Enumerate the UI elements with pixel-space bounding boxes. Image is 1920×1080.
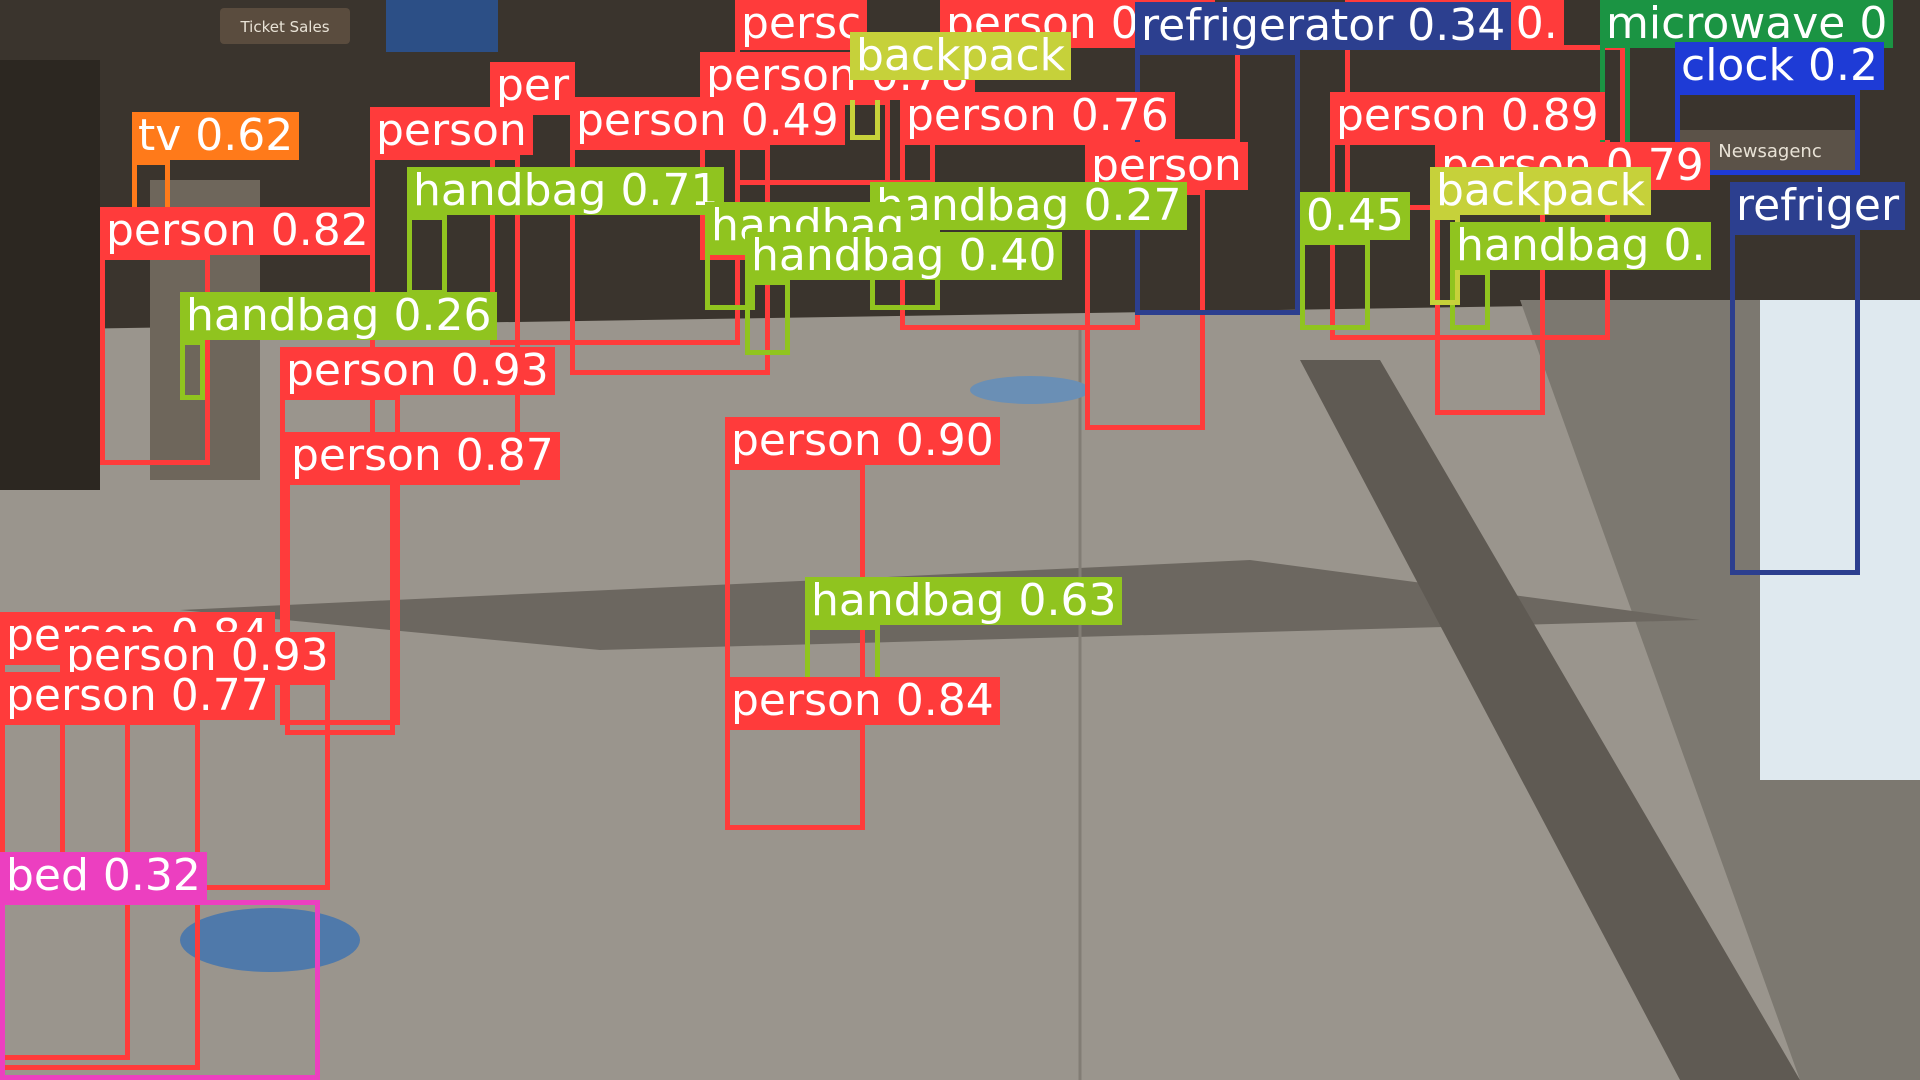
detection-label-person: person 0.93 <box>60 632 335 680</box>
newsagency-sign <box>1680 130 1860 170</box>
detection-label-person: person 0.89 <box>1330 92 1605 140</box>
detection-label-handbag: handbag 0. <box>1450 222 1712 270</box>
detection-box-handbag <box>180 340 205 400</box>
detection-box-clock <box>1675 90 1860 175</box>
detection-label-person: persc <box>735 0 868 48</box>
detection-label-clock: clock 0.2 <box>1675 42 1884 90</box>
detection-label-person: person <box>370 107 533 155</box>
detection-label-handbag: handbag 0.71 <box>407 167 725 215</box>
detection-label-refrigerator: refriger <box>1730 182 1906 230</box>
detection-box-person <box>285 480 395 735</box>
detection-label-person: per <box>490 62 576 110</box>
detection-label-person: person 0.77 <box>0 672 275 720</box>
detection-label-handbag: 0.45 <box>1300 192 1410 240</box>
detection-label-person: person 0.82 <box>100 207 375 255</box>
ticket-sales-sign-text: Ticket Sales <box>239 18 329 36</box>
detection-box-handbag <box>1300 240 1370 330</box>
detection-label-tv: tv 0.62 <box>132 112 300 160</box>
detection-label-handbag: handbag 0.63 <box>805 577 1123 625</box>
detection-label-handbag: handbag 0.26 <box>180 292 498 340</box>
detection-label-person: person 0.76 <box>900 92 1175 140</box>
detection-box-bed <box>0 900 320 1080</box>
detection-label-bed: bed 0.32 <box>0 852 207 900</box>
ticket-sales-sign <box>220 8 350 44</box>
detection-label-backpack: backpack <box>1430 167 1652 215</box>
detection-box-handbag <box>745 280 790 355</box>
detection-label-person: person 0.93 <box>280 347 555 395</box>
detection-box-person <box>100 255 210 465</box>
detection-label-microwave: microwave 0 <box>1600 0 1894 48</box>
detection-box-refrigerator <box>1730 230 1860 575</box>
detection-label-person: person 0.49 <box>570 97 845 145</box>
detection-box-handbag <box>407 215 447 295</box>
detection-label-person: person 0.90 <box>725 417 1000 465</box>
detection-label-person: person 0.84 <box>725 677 1000 725</box>
detection-label-person: person 0.87 <box>285 432 560 480</box>
detection-box-person <box>725 725 865 830</box>
detection-label-backpack: backpack <box>850 32 1072 80</box>
detection-label-handbag: handbag 0.27 <box>870 182 1188 230</box>
detection-label-refrigerator: refrigerator 0.34 <box>1135 2 1512 50</box>
detection-box-person <box>280 395 400 725</box>
detection-label-handbag: handbag 0.40 <box>745 232 1063 280</box>
newsagency-sign-text: Newsagenc <box>1718 141 1821 162</box>
